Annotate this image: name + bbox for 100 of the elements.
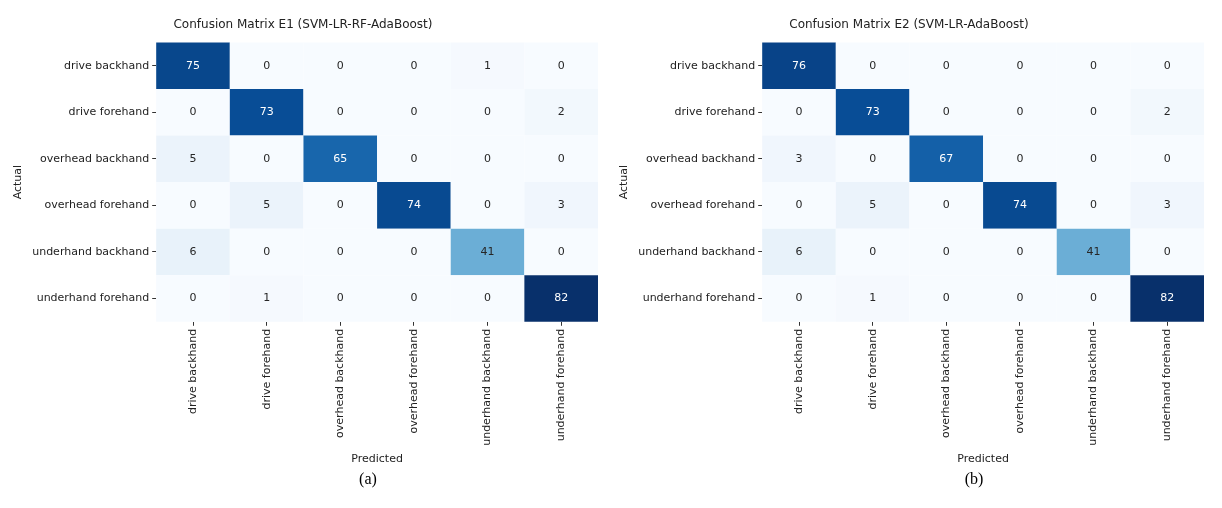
y-axis-title: Actual [617,164,631,200]
data-label: 3 [557,198,565,212]
data-label: 1 [263,291,271,305]
data-label: 0 [795,105,803,119]
data-label: 0 [1090,291,1098,305]
y-tick-label: overhead backhand [40,151,150,165]
data-label: 0 [484,291,492,305]
data-label: 73 [259,105,274,119]
data-label: 0 [336,105,344,119]
data-label: 1 [869,291,877,305]
x-tick-label: overhead forehand [1012,328,1026,434]
chart-title: Confusion Matrix E2 (SVM-LR-AdaBoost) [789,17,1029,32]
data-label: 0 [189,105,197,119]
x-tick-label: drive forehand [259,328,273,410]
y-tick-label: underhand backhand [32,244,150,258]
data-label: 0 [263,244,271,258]
data-label: 0 [869,58,877,72]
data-label: 3 [1163,198,1171,212]
data-label: 0 [1016,244,1024,258]
data-label: 0 [189,198,197,212]
data-label: 5 [189,151,197,165]
data-label: 0 [336,198,344,212]
data-label: 0 [1163,244,1171,258]
data-label: 0 [410,151,418,165]
x-tick-label: underhand forehand [554,328,568,442]
data-label: 0 [795,198,803,212]
data-label: 0 [942,58,950,72]
data-label: 0 [410,105,418,119]
x-tick-label: drive forehand [865,328,879,410]
data-label: 0 [942,198,950,212]
data-label: 6 [795,244,803,258]
data-label: 0 [336,291,344,305]
data-label: 0 [1016,151,1024,165]
data-label: 0 [869,244,877,258]
data-label: 2 [1163,105,1171,119]
data-label: 82 [554,291,569,305]
y-tick-label: drive backhand [64,58,150,72]
data-label: 0 [1163,58,1171,72]
data-label: 82 [1160,291,1175,305]
data-label: 75 [186,58,201,72]
x-tick-label: overhead backhand [939,328,953,438]
x-tick-label: overhead backhand [333,328,347,438]
y-tick-label: overhead backhand [646,151,756,165]
data-label: 65 [333,151,348,165]
data-label: 0 [410,58,418,72]
data-label: 0 [1090,105,1098,119]
data-label: 67 [939,151,954,165]
y-tick-label: drive backhand [670,58,756,72]
data-label: 0 [263,58,271,72]
data-label: 0 [557,244,565,258]
x-tick-label: underhand forehand [1160,328,1174,442]
data-label: 3 [795,151,803,165]
data-label: 0 [1016,58,1024,72]
data-label: 1 [484,58,492,72]
data-label: 0 [557,151,565,165]
data-label: 73 [865,105,880,119]
data-label: 0 [189,291,197,305]
data-label: 0 [1090,151,1098,165]
data-label: 0 [1163,151,1171,165]
text: (b) [964,470,984,488]
data-label: 0 [942,105,950,119]
chart-title: Confusion Matrix E1 (SVM-LR-RF-AdaBoost) [173,17,433,32]
data-label: 5 [263,198,271,212]
y-axis-title: Actual [11,164,25,200]
y-tick-label: drive forehand [674,105,756,119]
data-label: 0 [484,198,492,212]
data-label: 0 [263,151,271,165]
text: (a) [359,470,377,488]
data-label: 5 [869,198,877,212]
x-axis-title: Predicted [351,452,403,466]
data-label: 0 [410,244,418,258]
data-label: 0 [484,105,492,119]
data-label: 0 [336,58,344,72]
data-label: 2 [557,105,565,119]
x-tick-label: underhand backhand [480,328,494,446]
data-label: 0 [484,151,492,165]
x-tick-label: underhand backhand [1086,328,1100,446]
y-tick-label: underhand backhand [638,244,756,258]
data-label: 0 [795,291,803,305]
y-tick-label: drive forehand [68,105,150,119]
data-label: 74 [406,198,421,212]
data-label: 74 [1012,198,1027,212]
data-label: 41 [1086,244,1101,258]
x-axis-title: Predicted [957,452,1009,466]
data-label: 41 [480,244,495,258]
y-tick-label: underhand forehand [36,291,150,305]
data-label: 0 [1016,291,1024,305]
data-label: 0 [336,244,344,258]
x-tick-label: overhead forehand [406,328,420,434]
data-label: 0 [557,58,565,72]
data-label: 0 [942,244,950,258]
y-tick-label: overhead forehand [650,198,756,212]
data-label: 0 [1016,105,1024,119]
data-label: 0 [1090,198,1098,212]
data-label: 0 [869,151,877,165]
data-label: 0 [1090,58,1098,72]
data-label: 76 [792,58,807,72]
data-label: 0 [942,291,950,305]
y-tick-label: overhead forehand [44,198,150,212]
data-label: 6 [189,244,197,258]
